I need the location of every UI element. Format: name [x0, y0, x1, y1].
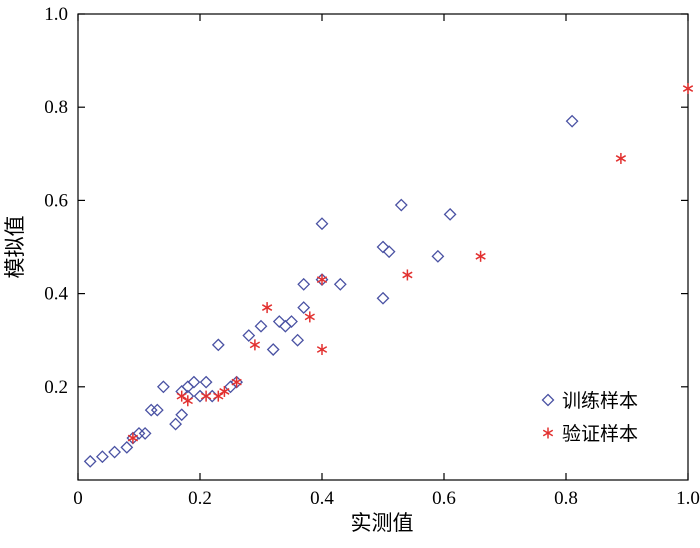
diamond-marker — [382, 245, 396, 259]
asterisk-spoke — [304, 313, 315, 321]
diamond-marker — [156, 380, 170, 394]
y-tick-label: 0.4 — [44, 284, 68, 305]
asterisk-spoke — [261, 304, 273, 311]
asterisk-marker — [200, 390, 212, 402]
y-tick-label: 0.6 — [44, 190, 68, 211]
diamond-marker — [541, 393, 555, 407]
asterisk-spoke — [316, 276, 328, 284]
diamond-marker — [199, 375, 213, 389]
asterisk-marker — [316, 274, 328, 286]
diamond-marker — [297, 277, 311, 291]
asterisk-marker — [615, 152, 627, 164]
asterisk-spoke — [182, 397, 193, 405]
asterisk-spoke — [231, 378, 242, 386]
diamond-marker — [376, 240, 390, 254]
diamond-marker — [138, 426, 152, 440]
asterisk-spoke — [682, 85, 694, 92]
asterisk-marker — [219, 385, 230, 397]
series-asterisk — [127, 83, 694, 444]
diamond-marker — [205, 389, 219, 403]
diamond-marker — [254, 319, 268, 333]
axes-box — [77, 13, 689, 481]
diamond-marker — [83, 454, 97, 468]
x-tick-label: 0.2 — [188, 488, 212, 509]
diamond-marker — [394, 198, 408, 212]
legend-item-label: 验证样本 — [562, 423, 638, 445]
legend-item-label: 训练样本 — [562, 390, 638, 412]
y-tick-label: 0.2 — [44, 377, 68, 398]
diamond-marker — [333, 277, 347, 291]
diamond-marker — [150, 403, 164, 417]
asterisk-marker — [402, 269, 413, 281]
x-tick-label: 0.6 — [432, 488, 456, 509]
y-tick-label: 1.0 — [44, 4, 68, 25]
x-tick-label: 0.8 — [554, 488, 578, 509]
axes-layer: 0 0.2 0.4 0.6 0.8 1.0 0.2 0.4 0.6 0.8 1.0 — [44, 4, 700, 509]
diamond-marker — [169, 417, 183, 431]
asterisk-marker — [249, 339, 261, 351]
diamond-marker — [278, 319, 292, 333]
asterisk-marker — [261, 302, 273, 314]
asterisk-marker — [316, 344, 328, 356]
diamond-marker — [175, 408, 189, 422]
diamond-marker — [297, 301, 311, 314]
diamond-marker — [95, 450, 109, 464]
diamond-marker — [443, 207, 457, 221]
y-axis-label: 模拟值 — [3, 216, 27, 279]
asterisk-marker — [127, 432, 139, 444]
x-tick-label: 1.0 — [676, 488, 700, 509]
x-axis-label: 实测值 — [351, 511, 414, 535]
asterisk-spoke — [249, 341, 261, 349]
x-tick-label: 0 — [73, 488, 83, 509]
diamond-marker — [242, 329, 256, 342]
diamond-marker — [144, 403, 158, 417]
asterisk-marker — [182, 395, 193, 407]
y-tick-label: 0.8 — [44, 97, 68, 118]
asterisk-spoke — [475, 252, 486, 260]
legend-item: 验证样本 — [542, 423, 638, 445]
asterisk-marker — [231, 376, 242, 388]
asterisk-spoke — [127, 434, 139, 442]
asterisk-marker — [682, 83, 694, 95]
asterisk-spoke — [542, 429, 554, 437]
diamond-marker — [291, 333, 305, 347]
asterisk-marker — [213, 390, 224, 402]
diamond-marker — [272, 315, 286, 328]
asterisk-spoke — [176, 392, 187, 400]
series-open-diamond — [83, 114, 579, 468]
diamond-marker — [120, 440, 134, 454]
diamond-marker — [132, 426, 146, 440]
x-tick-label: 0.4 — [310, 488, 334, 509]
asterisk-marker — [542, 427, 554, 439]
asterisk-spoke — [615, 155, 627, 162]
diamond-marker — [187, 375, 201, 389]
asterisk-spoke — [200, 392, 212, 400]
asterisk-marker — [475, 250, 486, 262]
asterisk-marker — [176, 390, 187, 402]
diamond-marker — [285, 315, 298, 328]
legend-item: 训练样本 — [541, 390, 638, 412]
diamond-marker — [431, 249, 445, 263]
diamond-marker — [376, 291, 390, 305]
diamond-marker — [211, 338, 225, 352]
diamond-marker — [266, 343, 280, 356]
diamond-marker — [315, 217, 329, 231]
asterisk-spoke — [219, 388, 230, 395]
diamond-marker — [565, 114, 579, 128]
asterisk-spoke — [316, 346, 328, 353]
asterisk-spoke — [213, 392, 224, 400]
asterisk-marker — [304, 311, 315, 323]
asterisk-spoke — [402, 271, 413, 279]
points-layer — [83, 83, 694, 468]
diamond-marker — [193, 389, 207, 403]
diamond-marker — [108, 445, 122, 459]
